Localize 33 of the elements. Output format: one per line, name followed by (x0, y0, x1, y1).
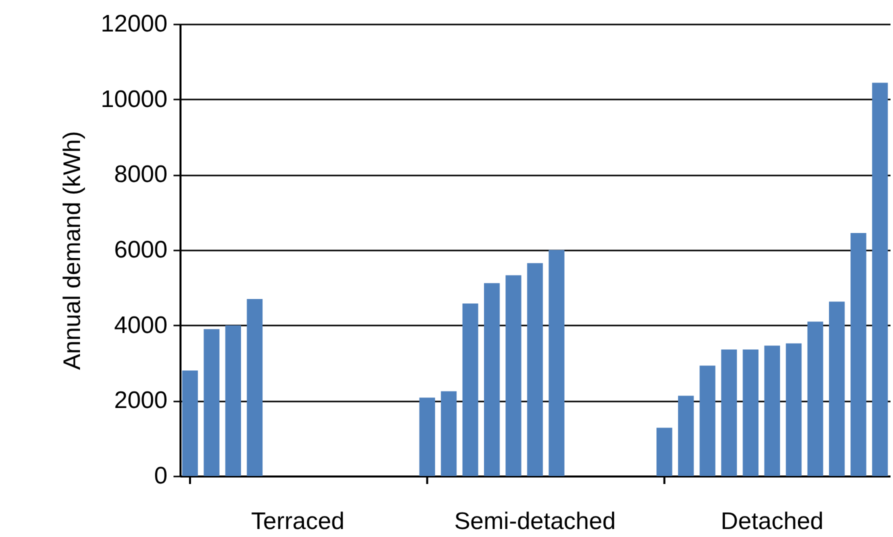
bar (656, 428, 672, 476)
text: Detached (720, 508, 824, 535)
bar (484, 283, 500, 476)
bar (462, 303, 478, 476)
y-tick-label: 4000 (114, 312, 168, 339)
bar (548, 250, 564, 476)
bar (225, 325, 242, 476)
bar (419, 398, 436, 476)
y-tick-label: 2000 (114, 387, 168, 414)
text: Terraced (251, 508, 345, 535)
bar (742, 349, 758, 476)
bar (872, 82, 888, 476)
bar (440, 391, 457, 476)
bar (506, 275, 522, 476)
bar (527, 263, 543, 476)
bar (700, 366, 716, 476)
text: Semi-detached (454, 508, 616, 535)
bar (786, 343, 802, 476)
y-tick-label: 10000 (100, 86, 168, 113)
y-tick-label: 6000 (114, 236, 168, 264)
bar (204, 329, 220, 476)
y-tick-label: 12000 (100, 10, 168, 38)
bar (764, 346, 780, 476)
bar (246, 298, 263, 476)
bar (828, 302, 845, 476)
bar (850, 233, 866, 476)
bar (721, 349, 737, 476)
bar (807, 322, 824, 476)
y-tick-label: 0 (154, 462, 168, 490)
y-tick-label: 8000 (114, 161, 168, 188)
y-axis-title: Annual demand (kWh) (58, 131, 86, 370)
bar (182, 370, 198, 476)
bar (678, 396, 694, 476)
